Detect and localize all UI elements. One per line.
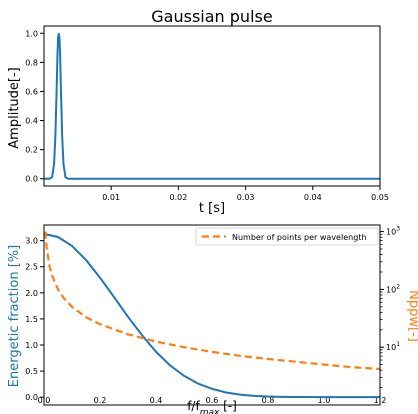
- energetic-fraction-chart: 0.0 0.2 0.4 0.6 0.8 1.0 1.2 0.00.51.01.52.02.5…: [7, 224, 418, 414]
- y-axis-label-right: Nppw[-]: [406, 290, 418, 342]
- series-line-pulse: [44, 33, 380, 180]
- x-ticks: 0.01 0.02 0.03 0.04 0.05: [102, 186, 389, 202]
- series-line-points-per-wavelength: [44, 231, 381, 371]
- x-tick-label: 0.4: [150, 396, 163, 405]
- y-axis-label-left: Energetic fraction [%]: [7, 245, 22, 387]
- x-tick-label: 0.01: [102, 193, 120, 202]
- y-tick-label: 2.0: [25, 289, 38, 298]
- y-tick-label: 0.0: [25, 175, 38, 184]
- y-ticks-left: 0.0 0.5 1.0 1.5 2.0 2.5 3.0: [25, 237, 44, 402]
- x-tick-label: 0.03: [237, 193, 255, 202]
- legend-box: [195, 227, 379, 246]
- plot-frame: [43, 224, 381, 406]
- y-tick-label: 0.8: [25, 58, 38, 67]
- y-tick-label: 0.5: [25, 367, 38, 376]
- y-right-tick-label: 102: [386, 283, 400, 294]
- x-tick-label: 0.02: [169, 193, 187, 202]
- x-tick-label: 0.04: [304, 193, 322, 202]
- y-tick-label: 0.6: [25, 87, 38, 96]
- chart-title: Gaussian pulse: [151, 7, 272, 26]
- y-tick-label: 1.5: [25, 315, 38, 324]
- y-axis-label: Amplitude[-]: [7, 67, 22, 148]
- x-axis-label: t [s]: [199, 201, 225, 216]
- gaussian-pulse-chart: Gaussian pulse 0.01 0.02 0.03 0.04 0.05 0.00…: [7, 7, 389, 216]
- x-tick-label: 0.2: [94, 396, 107, 405]
- y-right-tick-label: 101: [386, 341, 400, 352]
- plot-frame: [43, 25, 381, 187]
- y-tick-label: 1.0: [25, 341, 38, 350]
- x-tick-label: 0.05: [371, 193, 389, 202]
- y-ticks: 0.0 0.2 0.4 0.6 0.8 1.0: [25, 29, 44, 184]
- series-line-energetic-fraction: [43, 232, 380, 399]
- x-tick-label: 0.8: [262, 396, 275, 405]
- y-tick-label: 0.4: [25, 117, 38, 126]
- y-tick-label: 3.0: [25, 237, 38, 246]
- y-tick-label: 1.0: [25, 29, 38, 38]
- x-tick-label: 1.0: [318, 396, 331, 405]
- legend-label: Number of points per wavelength: [232, 233, 366, 242]
- y-tick-label: 0.2: [25, 146, 38, 155]
- y-right-tick-label: 103: [386, 226, 400, 237]
- legend: Number of points per wavelength: [195, 227, 379, 246]
- x-tick-label: 0.6: [206, 396, 219, 405]
- y-tick-label: 0.0: [25, 393, 38, 402]
- y-tick-label: 2.5: [25, 263, 38, 272]
